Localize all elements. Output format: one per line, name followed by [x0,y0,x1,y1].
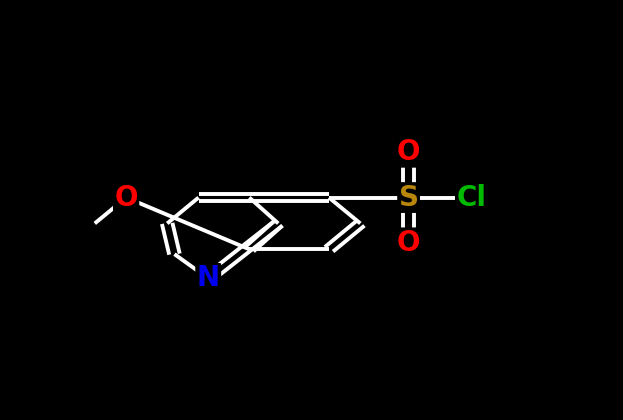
Text: N: N [197,265,220,292]
Text: Cl: Cl [457,184,487,212]
Text: O: O [115,184,138,212]
Text: O: O [397,138,421,166]
Text: S: S [399,184,419,212]
Text: O: O [397,229,421,257]
